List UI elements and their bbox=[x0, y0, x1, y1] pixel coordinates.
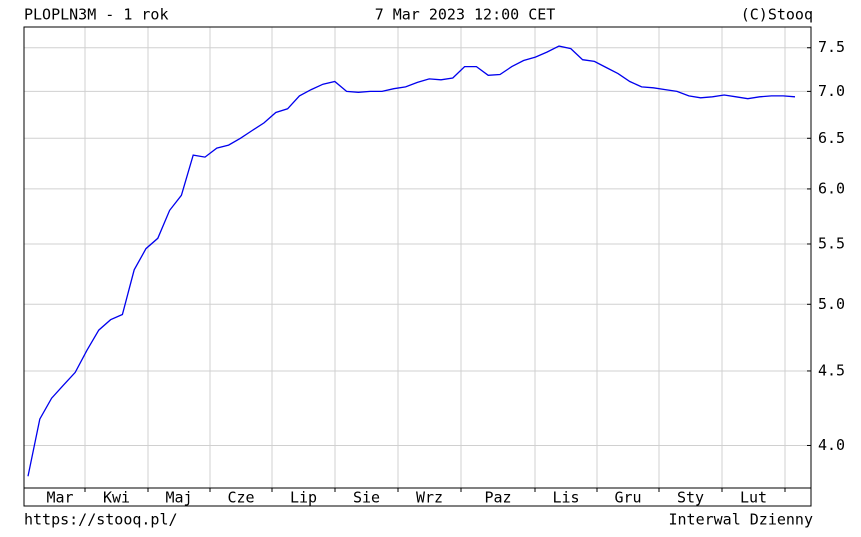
x-tick-label: Maj bbox=[165, 489, 192, 507]
chart-date: 7 Mar 2023 12:00 CET bbox=[375, 6, 556, 24]
x-axis-frame bbox=[23, 487, 812, 507]
credit: (C)Stooq bbox=[741, 6, 813, 24]
footer-url: https://stooq.pl/ bbox=[24, 511, 178, 529]
x-tick-label: Cze bbox=[227, 489, 254, 507]
x-tick-label: Lut bbox=[740, 489, 767, 507]
y-tick-label: 6.0 bbox=[818, 179, 845, 197]
x-tick-label: Sie bbox=[353, 489, 380, 507]
x-tick-label: Gru bbox=[614, 489, 641, 507]
x-tick-label: Lip bbox=[290, 489, 317, 507]
y-tick-label: 4.5 bbox=[818, 361, 845, 379]
y-tick-label: 4.0 bbox=[818, 436, 845, 454]
y-tick-label: 7.0 bbox=[818, 82, 845, 100]
y-tick-label: 5.0 bbox=[818, 295, 845, 313]
x-tick-label: Lis bbox=[552, 489, 579, 507]
y-tick-label: 6.5 bbox=[818, 129, 845, 147]
x-tick-label: Mar bbox=[46, 489, 73, 507]
x-tick-label: Kwi bbox=[103, 489, 130, 507]
y-tick-label: 7.5 bbox=[818, 38, 845, 56]
footer-interval: Interwal Dzienny bbox=[669, 511, 814, 529]
x-tick-label: Wrz bbox=[416, 489, 443, 507]
x-tick-label: Paz bbox=[484, 489, 511, 507]
y-tick-label: 5.5 bbox=[818, 234, 845, 252]
x-tick-label: Sty bbox=[677, 489, 704, 507]
chart-title: PLOPLN3M - 1 rok bbox=[24, 6, 169, 24]
price-line bbox=[27, 45, 796, 477]
